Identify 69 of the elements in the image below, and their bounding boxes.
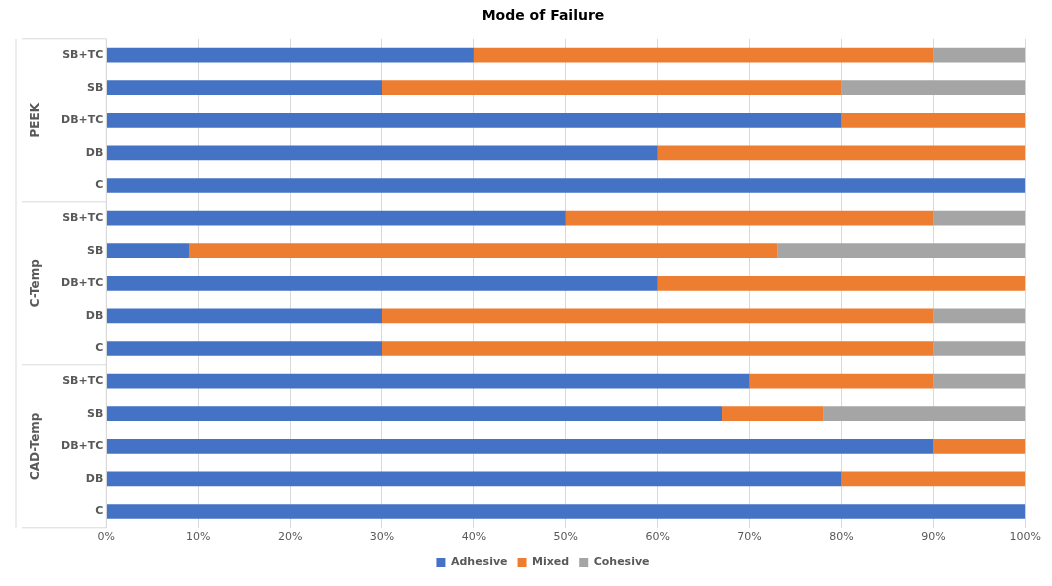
bar bbox=[106, 145, 658, 161]
x-tick-label: 10% bbox=[185, 530, 211, 544]
text: CAD-Temp bbox=[28, 412, 43, 480]
bar bbox=[382, 308, 934, 324]
y-tick-label: SB+TC bbox=[62, 373, 104, 387]
bar bbox=[933, 210, 1026, 226]
legend-label: Mixed bbox=[532, 555, 570, 569]
x-tick-label: 80% bbox=[829, 530, 854, 544]
bar bbox=[106, 308, 382, 324]
bar bbox=[106, 406, 723, 422]
bar bbox=[933, 438, 1026, 454]
x-tick-label: 0% bbox=[97, 530, 116, 544]
bar bbox=[106, 438, 934, 454]
bar bbox=[106, 373, 750, 389]
x-tick-label: 40% bbox=[461, 530, 487, 544]
bar bbox=[565, 210, 934, 226]
bar bbox=[841, 471, 1026, 487]
bar bbox=[106, 210, 566, 226]
bar bbox=[382, 341, 934, 356]
bar bbox=[722, 406, 824, 422]
bar bbox=[473, 47, 934, 63]
text: PEEK bbox=[28, 102, 43, 138]
y-tick-label: DB bbox=[85, 308, 104, 322]
bar bbox=[106, 80, 382, 96]
bar bbox=[841, 112, 1026, 128]
y-tick-label: C bbox=[95, 504, 104, 518]
bar bbox=[657, 145, 1026, 161]
y-tick-label: C bbox=[95, 341, 104, 355]
bar bbox=[106, 471, 842, 487]
legend-label: Cohesive bbox=[593, 555, 650, 569]
x-tick-label: 70% bbox=[737, 530, 762, 544]
y-tick-label: SB+TC bbox=[62, 47, 104, 61]
bar bbox=[106, 341, 382, 356]
bar bbox=[106, 178, 1026, 193]
bar bbox=[841, 80, 1026, 96]
bar bbox=[749, 373, 934, 389]
x-tick-label: 60% bbox=[645, 530, 670, 544]
bar bbox=[189, 243, 778, 259]
y-tick-label: DB+TC bbox=[61, 276, 104, 290]
bar bbox=[823, 406, 1026, 422]
x-tick-label: 100% bbox=[1009, 530, 1041, 544]
bar bbox=[933, 47, 1026, 63]
bar bbox=[777, 243, 1026, 259]
bar bbox=[106, 112, 842, 128]
bar bbox=[933, 308, 1026, 324]
bar bbox=[106, 275, 658, 291]
y-tick-label: SB+TC bbox=[62, 210, 104, 224]
bar bbox=[933, 373, 1026, 389]
bar bbox=[382, 80, 842, 96]
bar bbox=[933, 341, 1026, 356]
legend-label: Adhesive bbox=[450, 555, 508, 569]
bar bbox=[106, 243, 190, 259]
x-tick-label: 90% bbox=[921, 530, 946, 544]
y-tick-label: DB bbox=[85, 471, 104, 485]
y-tick-label: DB+TC bbox=[61, 113, 104, 127]
y-tick-label: C bbox=[95, 178, 104, 192]
text: C-Temp bbox=[28, 258, 43, 308]
bar bbox=[657, 275, 1026, 291]
y-tick-label: SB bbox=[87, 243, 104, 257]
chart-title: Mode of Failure bbox=[481, 7, 605, 24]
x-tick-label: 50% bbox=[553, 530, 579, 544]
bar bbox=[106, 47, 474, 63]
y-tick-label: DB bbox=[85, 145, 104, 159]
y-tick-label: SB bbox=[87, 406, 104, 420]
x-tick-label: 20% bbox=[277, 530, 303, 544]
y-tick-label: DB+TC bbox=[61, 439, 104, 453]
x-tick-label: 30% bbox=[369, 530, 395, 544]
y-tick-label: SB bbox=[87, 80, 104, 94]
bar bbox=[106, 504, 1026, 519]
